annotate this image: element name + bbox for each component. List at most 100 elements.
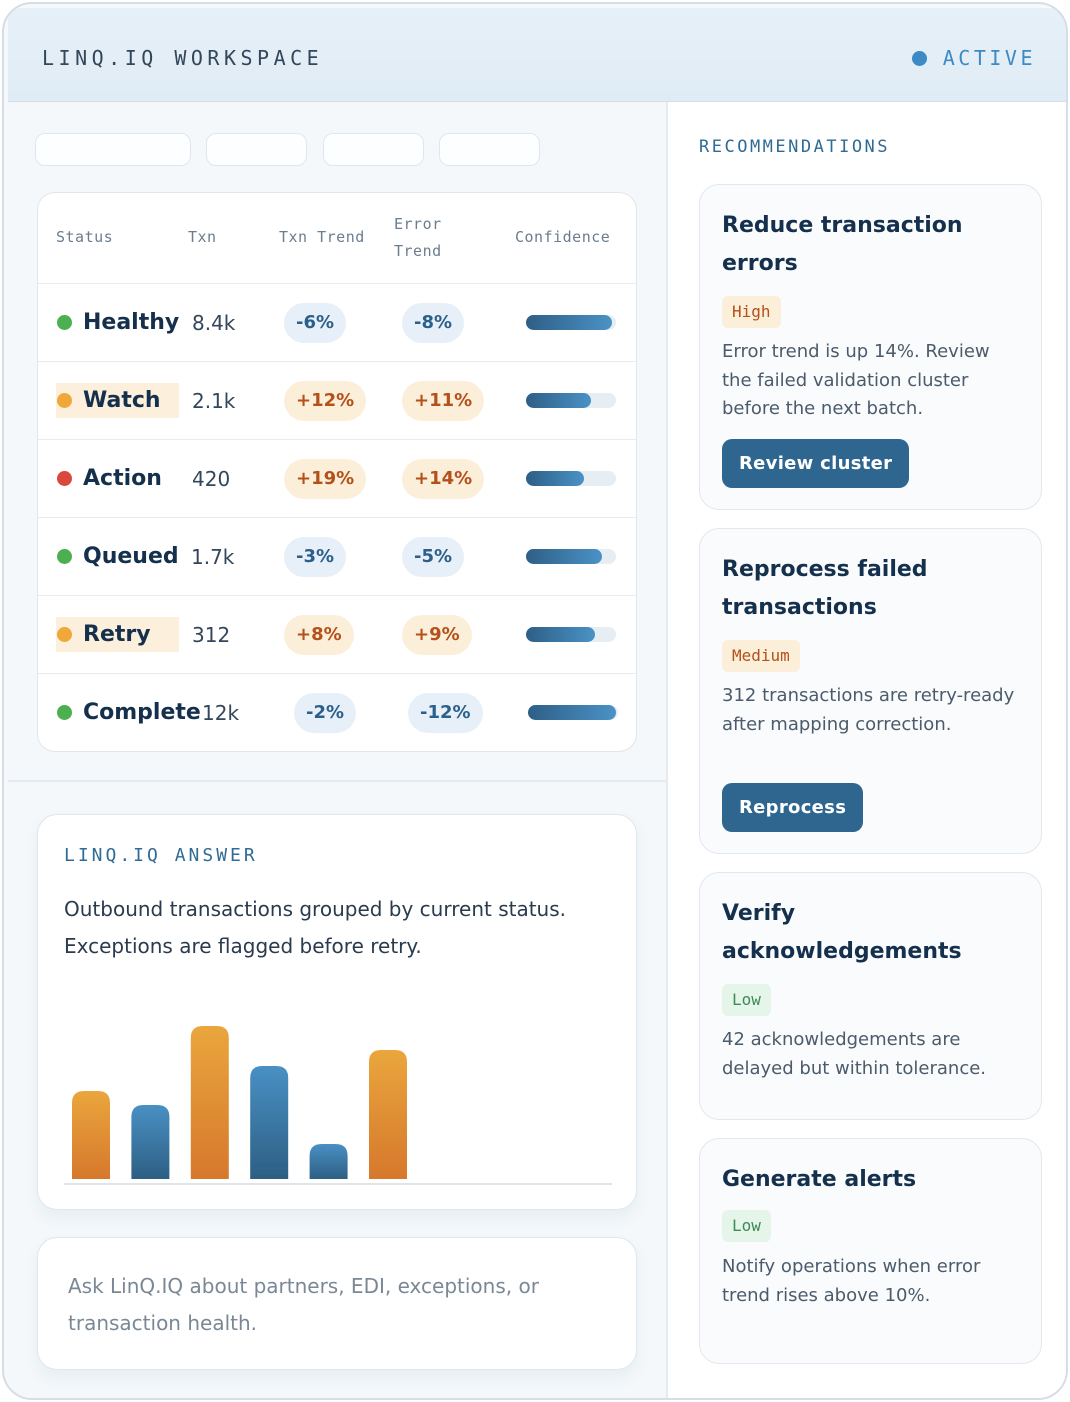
recommendation-description: 312 transactions are retry-ready after m… xyxy=(722,685,1015,735)
error-trend-pill: +11% xyxy=(402,381,485,421)
filter-chip-2[interactable] xyxy=(206,133,307,166)
filter-chip-3[interactable] xyxy=(323,133,424,166)
chart-bar-4 xyxy=(250,1066,289,1179)
recommendation-title: Reduce transaction errors xyxy=(722,213,963,276)
answer-text: Outbound transactions grouped by current… xyxy=(64,891,624,965)
confidence-fill xyxy=(526,471,584,486)
priority-badge: Medium xyxy=(722,640,800,672)
status-dot-icon xyxy=(57,393,72,408)
table-row[interactable]: Watch 2.1k +12% +11% xyxy=(38,361,636,439)
ask-placeholder: Ask LinQ.IQ about partners, EDI, excepti… xyxy=(68,1274,539,1335)
chart-bar-2 xyxy=(131,1105,170,1179)
row-highlight xyxy=(56,383,179,418)
row-status: Queued xyxy=(83,544,179,569)
table-row[interactable]: Action 420 +19% +14% xyxy=(38,439,636,517)
chart-bars xyxy=(72,1026,407,1179)
error-trend-pill: +9% xyxy=(402,615,472,655)
answer-card: LINQ.IQ ANSWER Outbound transactions gro… xyxy=(37,814,637,1210)
confidence-bar xyxy=(528,705,618,720)
status-indicator: ACTIVE xyxy=(911,46,1036,70)
recommendation-title: Verify acknowledgements xyxy=(722,901,962,964)
column-divider xyxy=(666,102,668,1398)
txn-trend-pill: +12% xyxy=(284,381,367,421)
header-status: Status xyxy=(56,228,114,246)
recommendation-card-3: Verify acknowledgements Low 42 acknowled… xyxy=(699,872,1042,1120)
section-divider xyxy=(8,780,666,782)
row-txn: 312 xyxy=(192,623,231,647)
status-table: Status Txn Txn Trend Error Trend Confide… xyxy=(37,192,637,752)
header-txn: Txn xyxy=(188,228,217,246)
error-trend-pill: -5% xyxy=(402,537,465,577)
review-cluster-button[interactable]: Review cluster xyxy=(722,439,910,488)
confidence-bar xyxy=(526,393,616,408)
recommendation-description: Notify operations when error trend rises… xyxy=(722,1256,981,1306)
chart-bar-3 xyxy=(190,1026,229,1179)
chart-bar-1 xyxy=(72,1091,110,1179)
recommendation-title: Generate alerts xyxy=(722,1167,917,1192)
chart-bar-5 xyxy=(309,1144,348,1179)
row-txn: 1.7k xyxy=(191,545,235,569)
error-trend-pill: -12% xyxy=(408,693,483,733)
row-txn: 12k xyxy=(202,701,240,725)
status-dot-icon xyxy=(57,471,72,486)
recommendation-description: Error trend is up 14%. Review the failed… xyxy=(722,341,990,419)
status-dot-icon xyxy=(911,50,927,66)
status-dot-icon xyxy=(57,315,72,330)
recommendations-title: RECOMMENDATIONS xyxy=(699,137,891,157)
error-trend-pill: -8% xyxy=(402,303,465,343)
header-txn-trend: Txn Trend xyxy=(279,228,365,246)
txn-trend-pill: +8% xyxy=(284,615,354,655)
txn-trend-pill: -6% xyxy=(284,303,347,343)
row-status: Healthy xyxy=(83,310,180,335)
status-bar-chart xyxy=(64,1026,612,1185)
txn-trend-pill: -2% xyxy=(294,693,357,733)
confidence-fill xyxy=(526,549,602,564)
error-trend-pill: +14% xyxy=(402,459,485,499)
recommendation-description: 42 acknowledgements are delayed but with… xyxy=(722,1029,987,1079)
answer-text-line-2: Exceptions are flagged before retry. xyxy=(64,934,422,958)
txn-trend-pill: -3% xyxy=(284,537,347,577)
row-highlight xyxy=(56,617,179,652)
confidence-bar xyxy=(526,471,616,486)
confidence-bar xyxy=(526,549,616,564)
row-status: Retry xyxy=(83,622,151,647)
brand-title: LINQ.IQ WORKSPACE xyxy=(42,46,324,70)
table-row[interactable]: Healthy 8.4k -6% -8% xyxy=(38,283,636,361)
filter-chip-4[interactable] xyxy=(439,133,540,166)
txn-trend-pill: +19% xyxy=(284,459,367,499)
row-txn: 8.4k xyxy=(192,311,236,335)
header: LINQ.IQ WORKSPACE ACTIVE xyxy=(8,8,1066,102)
recommendation-card-4: Generate alerts Low Notify operations wh… xyxy=(699,1138,1042,1364)
table-row[interactable]: Retry 312 +8% +9% xyxy=(38,595,636,673)
header-error-trend-line1: Error xyxy=(394,215,442,233)
confidence-bar xyxy=(526,627,616,642)
confidence-bar xyxy=(526,315,616,330)
row-status: Action xyxy=(83,466,162,491)
filter-chip-1[interactable] xyxy=(35,133,191,166)
row-txn: 2.1k xyxy=(192,389,236,413)
status-dot-icon xyxy=(57,627,72,642)
ask-input[interactable]: Ask LinQ.IQ about partners, EDI, excepti… xyxy=(37,1237,637,1370)
confidence-fill xyxy=(526,393,591,408)
answer-title: LINQ.IQ ANSWER xyxy=(64,845,258,866)
row-txn: 420 xyxy=(192,467,231,491)
recommendation-card-1: Reduce transaction errors High Error tre… xyxy=(699,184,1042,510)
table-row[interactable]: Queued 1.7k -3% -5% xyxy=(38,517,636,595)
status-dot-icon xyxy=(57,549,72,564)
row-status: Complete xyxy=(83,700,201,725)
reprocess-button[interactable]: Reprocess xyxy=(722,783,864,832)
header-error-trend-line2: Trend xyxy=(394,242,442,260)
priority-badge: High xyxy=(722,296,781,328)
recommendation-card-2: Reprocess failed transactions Medium 312… xyxy=(699,528,1042,854)
row-status: Watch xyxy=(83,388,161,413)
confidence-fill xyxy=(526,315,612,330)
recommendation-title: Reprocess failed transactions xyxy=(722,557,928,620)
header-confidence: Confidence xyxy=(515,228,611,246)
answer-text-line-1: Outbound transactions grouped by current… xyxy=(64,897,567,921)
confidence-fill xyxy=(526,627,595,642)
table-row[interactable]: Complete 12k -2% -12% xyxy=(38,673,636,751)
confidence-fill xyxy=(528,705,616,720)
status-dot-icon xyxy=(57,705,72,720)
status-text: ACTIVE xyxy=(942,46,1036,70)
